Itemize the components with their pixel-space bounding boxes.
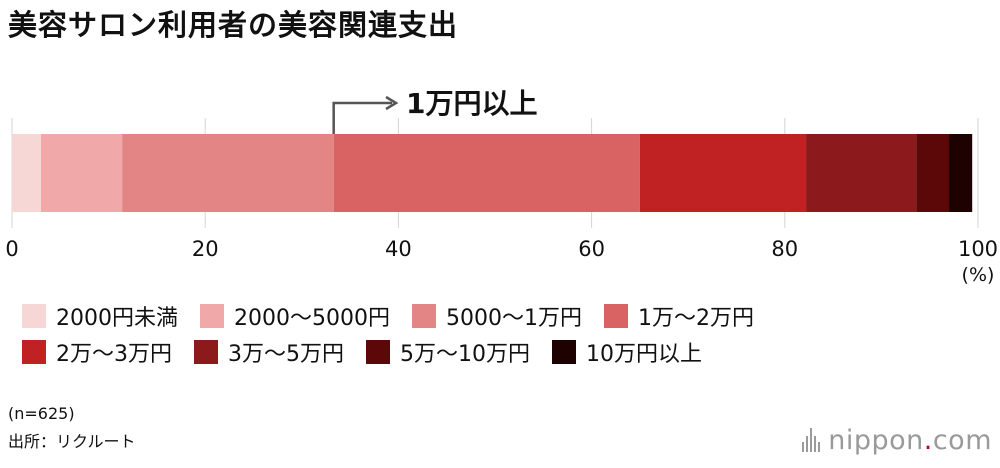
bar-segment	[916, 134, 950, 212]
logo-text: nippon	[828, 424, 924, 456]
legend-swatch	[411, 304, 436, 328]
legend-label: 2万〜3万円	[56, 342, 172, 367]
legend-row: 2万〜3万円 3万〜5万円 5万〜10万円 10万円以上	[22, 334, 997, 370]
x-tick-label: 40	[385, 237, 412, 261]
x-tick-label: 60	[578, 237, 605, 261]
stacked-bar-chart: 1万円以上 0 20 40 60 80 100 (%)	[5, 87, 998, 286]
legend-swatch	[603, 304, 628, 328]
x-unit-label: (%)	[962, 264, 995, 286]
legend-swatch	[366, 340, 390, 364]
legend-item: 3万〜5万円	[194, 336, 344, 368]
bar-segment	[639, 134, 807, 212]
x-tick-label: 0	[5, 237, 18, 261]
x-tick-label: 20	[192, 237, 219, 261]
x-tick-label: 80	[771, 237, 798, 261]
callout-label: 1万円以上	[406, 87, 537, 120]
chart-title: 美容サロン利用者の美容関連支出	[8, 8, 459, 42]
legend-label: 5000〜1万円	[445, 306, 582, 331]
legend-item: 10万円以上	[552, 336, 702, 368]
legend-item: 2000〜5000円	[200, 300, 390, 332]
legend-label: 2000円未満	[56, 306, 178, 331]
legend-swatch	[22, 340, 46, 364]
x-tick-label: 100	[958, 237, 998, 261]
logo-bars-icon	[802, 428, 822, 452]
legend-item: 1万〜2万円	[603, 300, 754, 332]
bar-segment	[949, 134, 973, 212]
legend-item: 5000〜1万円	[411, 300, 582, 332]
legend-swatch	[552, 340, 576, 364]
legend-item: 2000円未満	[22, 300, 178, 332]
logo-suffix: com	[932, 424, 992, 456]
legend-item: 2万〜3万円	[22, 336, 172, 368]
legend-label: 10万円以上	[586, 342, 702, 367]
legend-label: 2000〜5000円	[234, 306, 390, 331]
bar-segment	[806, 134, 917, 212]
legend-swatch	[194, 340, 218, 364]
callout-arrow-line	[332, 101, 392, 134]
legend-item: 5万〜10万円	[366, 336, 530, 368]
legend-label: 3万〜5万円	[228, 342, 344, 367]
legend-row: 2000円未満 2000〜5000円 5000〜1万円 1万〜2万円	[22, 298, 997, 334]
legend-swatch	[200, 304, 224, 328]
legend-label: 5万〜10万円	[400, 342, 530, 367]
legend: 2000円未満 2000〜5000円 5000〜1万円 1万〜2万円 2万〜3万円 3万…	[22, 298, 997, 370]
bar-segment	[40, 134, 123, 212]
legend-swatch	[22, 304, 46, 328]
sample-size-note: (n=625)	[8, 404, 75, 423]
bar-segment	[333, 134, 640, 212]
logo-dot: .	[923, 424, 933, 456]
bar-segment	[122, 134, 334, 212]
source-note: 出所：リクルート	[8, 432, 136, 451]
bar-segment	[12, 134, 41, 212]
callout-arrow-head	[385, 95, 399, 111]
nippon-logo: nippon. com	[802, 424, 992, 456]
legend-label: 1万〜2万円	[637, 306, 754, 331]
